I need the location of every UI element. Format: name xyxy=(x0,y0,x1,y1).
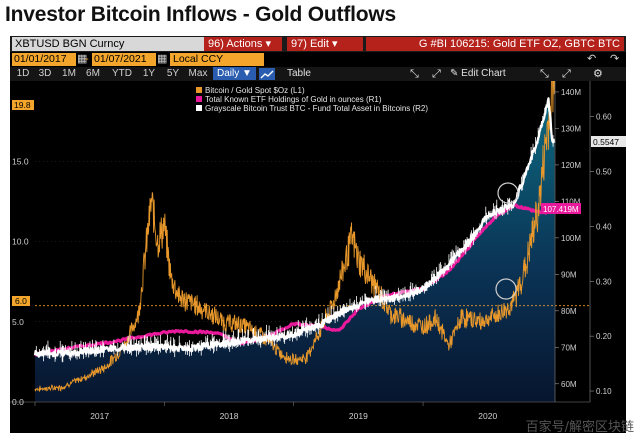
highlight-circle xyxy=(497,182,519,204)
range-button-1y[interactable]: 1Y xyxy=(142,68,156,79)
expand-icon[interactable]: ⤡ xyxy=(410,68,419,80)
gbtc-daily-noise xyxy=(35,98,554,363)
chevron-down-icon[interactable]: ▾ xyxy=(256,53,262,65)
range-button-max[interactable]: Max xyxy=(188,68,208,79)
collapse-icon[interactable]: ⤢ xyxy=(432,68,441,80)
undo-icon[interactable]: ↶ xyxy=(587,53,597,65)
range-button-ytd[interactable]: YTD xyxy=(112,68,132,79)
legend-label-btc-gold: Bitcoin / Gold Spot $Oz (L1) xyxy=(205,86,305,95)
legend-swatch-btc-gold xyxy=(196,87,202,93)
page-title: Investor Bitcoin Inflows - Gold Outflows xyxy=(5,3,397,26)
range-button-3d[interactable]: 3D xyxy=(38,68,52,79)
range-button-5y[interactable]: 5Y xyxy=(166,68,180,79)
r1-tick-label: 110M xyxy=(561,197,581,206)
left-tick-label: 5.0 xyxy=(12,317,24,327)
r1-tick-label: 140M xyxy=(561,88,581,97)
r1-tick-label: 100M xyxy=(561,234,581,243)
watermark-text: 百家号/解密区块链 xyxy=(525,420,634,435)
line-chart-icon[interactable] xyxy=(259,68,275,80)
r2-axis-ticks: 0.10 0.20 0.30 0.40 0.50 0.60 xyxy=(590,113,612,396)
r1-last-value: 107.419M xyxy=(543,205,579,214)
left-tick-label: 0.0 xyxy=(12,397,24,407)
r2-tick-label: 0.60 xyxy=(596,113,612,122)
collapse-icon[interactable]: ⤢ xyxy=(562,68,571,80)
r2-tick-label: 0.50 xyxy=(596,168,612,177)
date-range-bar: 01/01/2017 ▦ - 01/07/2021 ▦ Local CCY ▾ … xyxy=(10,53,626,67)
r2-tick-label: 0.20 xyxy=(596,332,612,341)
r1-tick-label: 80M xyxy=(561,307,577,316)
range-toolbar: 1D 3D 1M 6M YTD 1Y 5Y Max Daily ▼ Table … xyxy=(10,67,626,81)
legend-label-gbtc: Grayscale Bitcoin Trust BTC - Fund Total… xyxy=(205,104,428,113)
legend-swatch-gold-etf xyxy=(196,96,202,102)
left-axis-ticks: 0.0 5.0 10.0 15.0 xyxy=(12,156,29,407)
gear-icon[interactable]: ⚙ xyxy=(593,68,603,80)
gold-etf-line xyxy=(34,203,556,357)
r2-tick-label: 0.40 xyxy=(596,222,612,231)
calendar-icon[interactable]: ▦ xyxy=(77,53,88,65)
x-tick-label: 2018 xyxy=(220,411,239,421)
chart-plot: 0.0 5.0 10.0 15.0 60M 70M 80M 90M 100M 110M 120M 1… xyxy=(10,81,626,433)
r1-tick-label: 120M xyxy=(561,161,581,170)
dash-separator: - xyxy=(85,53,89,65)
left-ref-value-tag: 6.0 xyxy=(12,296,30,306)
range-button-6m[interactable]: 6M xyxy=(86,68,100,79)
r1-tick-label: 90M xyxy=(561,270,577,279)
left-tick-label: 15.0 xyxy=(12,156,29,166)
range-button-1d[interactable]: 1D xyxy=(16,68,30,79)
start-date-input[interactable]: 01/01/2017 xyxy=(12,53,76,66)
highlight-circle xyxy=(495,278,517,300)
r2-tick-label: 0.10 xyxy=(596,387,612,396)
left-ref-value: 6.0 xyxy=(15,296,27,306)
legend-swatch-gbtc xyxy=(196,105,202,111)
calendar-icon[interactable]: ▦ xyxy=(157,53,168,65)
r1-tick-label: 130M xyxy=(561,124,581,133)
chart-legend: Bitcoin / Gold Spot $Oz (L1) Total Known… xyxy=(196,86,428,113)
actions-menu-button[interactable]: 96) Actions ▾ xyxy=(204,37,282,51)
redo-icon[interactable]: ↷ xyxy=(610,53,620,65)
currency-select[interactable]: Local CCY xyxy=(170,53,264,66)
range-button-1m[interactable]: 1M xyxy=(62,68,76,79)
legend-label-gold-etf: Total Known ETF Holdings of Gold in ounc… xyxy=(205,95,382,104)
edit-chart-button[interactable]: ✎ Edit Chart xyxy=(450,68,506,79)
x-tick-label: 2020 xyxy=(478,411,497,421)
expand-icon[interactable]: ⤡ xyxy=(540,68,549,80)
edit-menu-button[interactable]: 97) Edit ▾ xyxy=(287,37,363,51)
ticker-field[interactable]: XBTUSD BGN Curncy xyxy=(12,37,204,51)
command-bar: XBTUSD BGN Curncy 96) Actions ▾ 97) Edit… xyxy=(10,36,626,52)
r2-last-value: 0.5547 xyxy=(593,137,619,147)
left-top-value-tag: 19.8 xyxy=(12,100,34,110)
r2-tick-label: 0.30 xyxy=(596,277,612,286)
left-tick-label: 10.0 xyxy=(12,237,29,247)
r1-tick-label: 70M xyxy=(561,343,577,352)
end-date-input[interactable]: 01/07/2021 xyxy=(92,53,156,66)
x-tick-label: 2017 xyxy=(90,411,109,421)
x-tick-label: 2019 xyxy=(349,411,368,421)
left-top-value: 19.8 xyxy=(14,100,31,110)
r1-axis-ticks: 60M 70M 80M 90M 100M 110M 120M 130M 140M xyxy=(555,88,581,389)
table-button[interactable]: Table xyxy=(287,68,311,79)
r1-tick-label: 60M xyxy=(561,380,577,389)
r2-last-value-tag: 0.5547 xyxy=(591,136,626,147)
r1-last-value-tag: 107.419M xyxy=(541,203,581,214)
frequency-select[interactable]: Daily ▼ xyxy=(213,67,256,80)
x-axis-ticks: 2017 2018 2019 2020 xyxy=(34,402,497,421)
chart-title-field[interactable]: G #BI 106215: Gold ETF OZ, GBTC BTC xyxy=(366,37,624,51)
